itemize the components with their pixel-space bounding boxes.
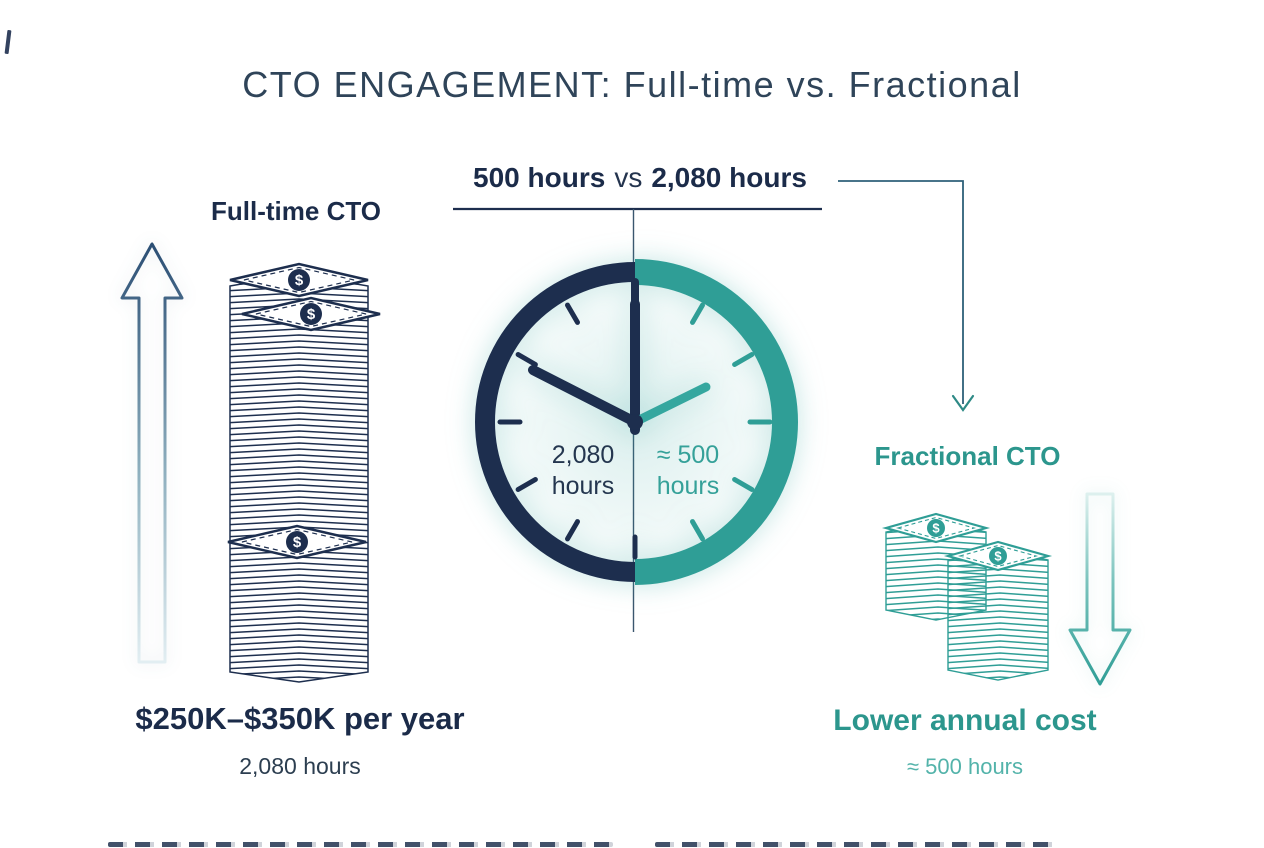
- hours-comparison-headline: 500 hours vs 2,080 hours: [390, 162, 890, 194]
- fractional-cost: Lower annual cost: [833, 704, 1097, 737]
- fulltime-cto-label: Full-time CTO: [211, 196, 381, 226]
- dollar-sign-icon: $: [295, 272, 304, 289]
- clock-ticks: [497, 278, 773, 560]
- down-arrow-icon: [1068, 492, 1132, 686]
- clock-ring-fractional-half: [634, 259, 798, 585]
- clock-fulltime-hours: 2,080 hours: [518, 440, 648, 501]
- bill-top: $: [241, 296, 381, 332]
- money-stack: $: [943, 540, 1053, 681]
- connector-arrowhead-icon: [951, 394, 975, 412]
- up-arrow-icon: [120, 242, 184, 664]
- clock-fractional-value: ≈ 500: [656, 441, 720, 469]
- dollar-sign-icon: $: [293, 534, 302, 551]
- clock-ring-fulltime-half: [475, 262, 636, 582]
- bill-top: $: [227, 524, 367, 560]
- clock-fulltime-value: 2,080: [551, 441, 615, 469]
- fractional-cto-label: Fractional CTO: [874, 441, 1061, 471]
- headline-vs: vs: [614, 162, 643, 193]
- clock-fractional-unit: hours: [656, 471, 720, 500]
- page-title: CTO ENGAGEMENT: Full-time vs. Fractional: [242, 64, 1022, 105]
- clock-fulltime-unit: hours: [551, 471, 615, 500]
- clock-center-dot: [627, 414, 643, 430]
- bill-top: $: [229, 262, 369, 298]
- fractional-money-stack-icon: $ $: [881, 512, 1053, 681]
- clock-fractional-hand: [630, 382, 711, 427]
- clock-icon: [475, 259, 798, 585]
- dollar-sign-icon: $: [994, 549, 1002, 564]
- fulltime-money-stack-icon: $ $ $: [227, 262, 381, 683]
- dollar-sign-icon: $: [932, 521, 940, 536]
- dollar-sign-icon: $: [307, 306, 316, 323]
- headline-fractional-hours: 500 hours: [473, 162, 606, 193]
- bottom-crop-artifact: [655, 842, 1060, 847]
- clock-hour-hand: [528, 365, 640, 427]
- bill-top: $: [881, 512, 991, 544]
- connector-to-fractional: [838, 180, 964, 404]
- clock-fractional-hours: ≈ 500 hours: [625, 440, 751, 501]
- headline-fulltime-hours: 2,080 hours: [651, 162, 807, 193]
- fulltime-hours: 2,080 hours: [239, 753, 361, 779]
- bottom-crop-artifact: [108, 842, 613, 847]
- fractional-hours: ≈ 500 hours: [906, 754, 1024, 779]
- fulltime-cost: $250K–$350K per year: [135, 701, 465, 736]
